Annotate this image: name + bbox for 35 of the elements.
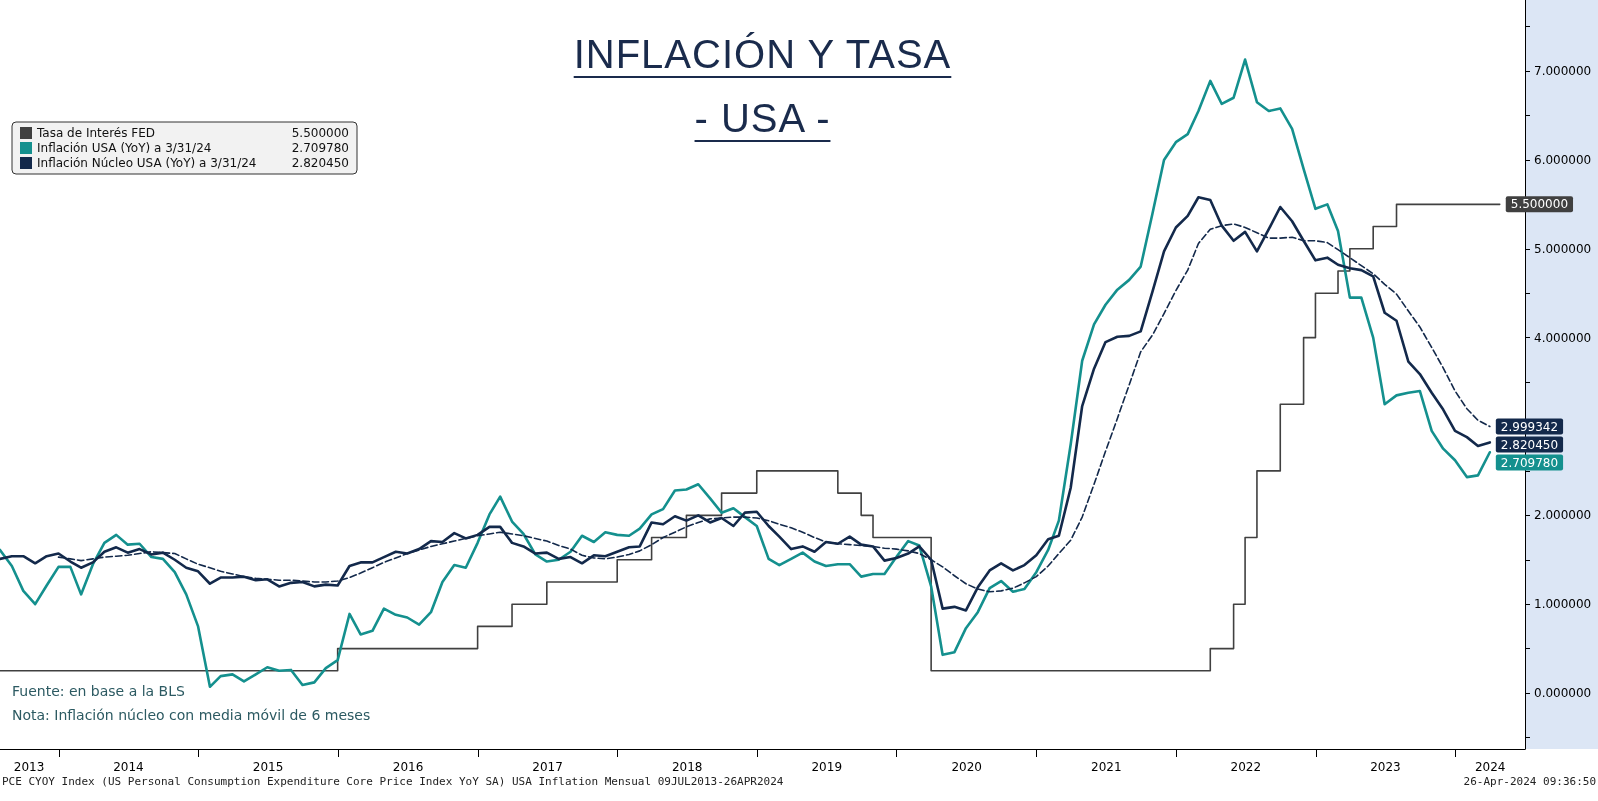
annotation: Fuente: en base a la BLS (12, 683, 185, 699)
data-label: 2.999342 (1500, 419, 1559, 434)
text: 2.709780 (291, 141, 349, 155)
x-tick-label: 2014 (113, 760, 144, 774)
x-tick-label: 2019 (811, 760, 843, 774)
legend-label: Inflación Núcleo USA (YoY) a 3/31/24 (37, 156, 257, 170)
text: 2.820450 (291, 156, 349, 170)
annotation: Nota: Inflación núcleo con media móvil de 6 meses (12, 707, 371, 723)
y-tick-label: 6.000000 (1534, 152, 1592, 167)
y-tick-label: 1.000000 (1534, 597, 1592, 612)
x-tick-label: 2021 (1091, 760, 1122, 774)
legend-label: Inflación USA (YoY) a 3/31/24 (37, 141, 212, 155)
text: - USA - (694, 96, 831, 140)
x-tick-label: 2017 (532, 760, 563, 774)
x-tick-label: 2018 (671, 760, 703, 774)
text: 5.500000 (291, 126, 349, 140)
text: 26-Apr-2024 09:36:50 (1463, 775, 1596, 788)
y-tick-label: 4.000000 (1534, 330, 1592, 345)
text: INFLACIÓN Y TASA (573, 32, 952, 76)
x-tick-label: 2022 (1230, 760, 1262, 774)
x-tick-label: 2013 (13, 760, 45, 774)
y-tick-label: 7.000000 (1534, 64, 1592, 79)
x-tick-label: 2016 (392, 760, 424, 774)
x-tick-label: 2023 (1370, 760, 1401, 774)
y-tick-label: 0.000000 (1534, 686, 1592, 701)
y-tick-label: 2.000000 (1534, 508, 1592, 523)
text: PCE CYOY Index (US Personal Consumption Expenditure Core Price Index YoY SA) USA Inflation Mensual 09JUL2013-26APR2024 (2, 775, 784, 788)
x-tick-label: 2015 (252, 760, 284, 774)
x-tick-label: 2020 (951, 760, 982, 774)
y-tick-label: 5.000000 (1534, 241, 1592, 256)
legend-label: Tasa de Interés FED (36, 126, 156, 140)
data-label: 5.500000 (1510, 197, 1569, 212)
x-tick-label: 2024 (1474, 760, 1506, 774)
data-label: 2.820450 (1500, 437, 1559, 452)
data-label: 2.709780 (1500, 455, 1559, 470)
